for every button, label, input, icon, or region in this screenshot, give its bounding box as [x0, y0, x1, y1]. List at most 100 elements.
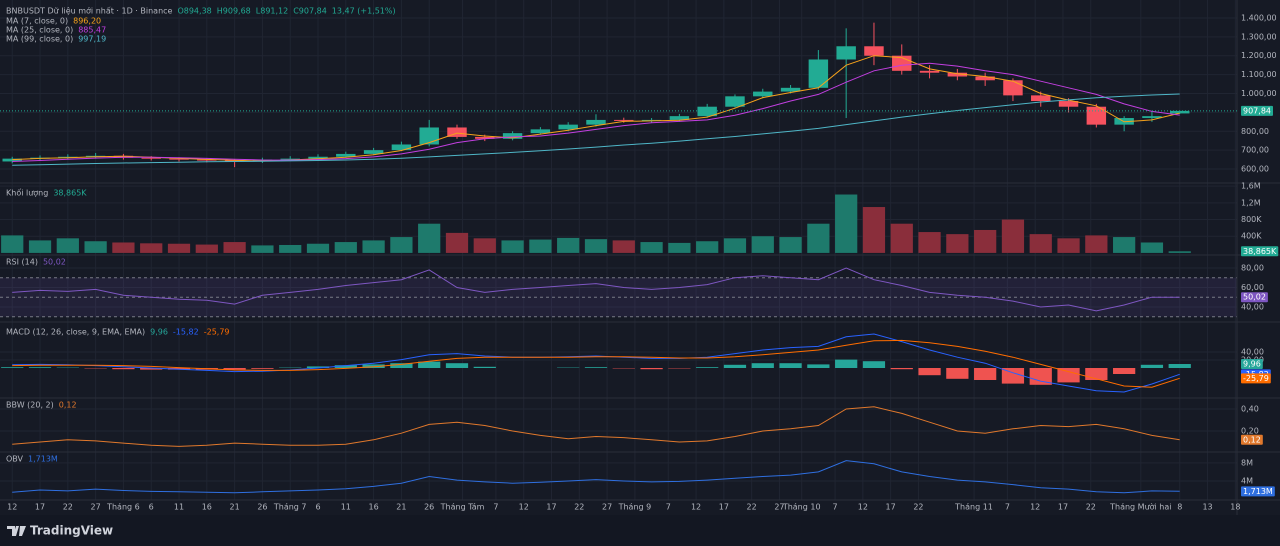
- current-value-label: 38,865K: [1243, 247, 1277, 256]
- histogram-bar: [112, 368, 135, 370]
- current-value-label: 50,02: [1243, 293, 1266, 302]
- y-tick-label: 8M: [1241, 458, 1253, 467]
- volume-bar: [84, 241, 107, 253]
- candle-body: [669, 116, 690, 120]
- legend-value: 9,96: [150, 328, 168, 337]
- histogram-bar: [362, 364, 385, 368]
- candle-body: [1142, 116, 1162, 119]
- x-tick-label: 6: [315, 503, 320, 512]
- volume-bar: [1001, 219, 1025, 253]
- volume-bar: [167, 243, 191, 253]
- volume-bar: [445, 232, 469, 253]
- candle-body: [614, 119, 634, 121]
- y-tick-label: 40,00: [1241, 348, 1264, 357]
- ohlc-value: H909,68: [217, 7, 251, 16]
- volume-bar: [723, 238, 747, 253]
- legend-value: 997,19: [78, 35, 106, 44]
- y-tick-label: 1.300,00: [1241, 32, 1277, 41]
- y-tick-label: 60,00: [1241, 283, 1264, 292]
- volume-bar: [390, 237, 413, 253]
- indicator-line: [12, 267, 1180, 312]
- histogram-bar: [306, 366, 330, 368]
- volume-bar: [696, 241, 719, 253]
- volume-bar: [1029, 234, 1052, 253]
- y-tick-label: 1.400,00: [1241, 13, 1277, 22]
- histogram-bar: [28, 367, 52, 368]
- candle-body: [836, 46, 856, 60]
- x-tick-label: 7: [493, 503, 498, 512]
- current-value-box: [1241, 292, 1268, 303]
- histogram-bar: [751, 363, 774, 368]
- x-tick-label: 12: [1030, 503, 1040, 512]
- candle-body: [363, 150, 384, 154]
- candle-body: [141, 157, 161, 159]
- x-tick-label: 17: [719, 503, 729, 512]
- volume-bar: [529, 239, 552, 253]
- x-tick-label: 12: [519, 503, 529, 512]
- indicator-line: [12, 406, 1180, 447]
- candle-body: [113, 155, 134, 158]
- ohlc-value: C907,84: [293, 7, 327, 16]
- y-tick-label: 1.000,00: [1241, 89, 1277, 98]
- legend-name: OBV: [6, 455, 24, 464]
- histogram-bar: [251, 368, 274, 369]
- histogram-bar: [640, 368, 663, 370]
- legend-value: -15,82: [173, 328, 199, 337]
- volume-bar: [668, 242, 691, 253]
- histogram-bar: [723, 364, 747, 368]
- x-tick-label: Tháng 9: [618, 503, 652, 512]
- histogram-bar: [223, 368, 246, 370]
- current-value-box: [1241, 434, 1263, 445]
- x-tick-label: 7: [1005, 503, 1010, 512]
- candle-body: [947, 72, 968, 77]
- histogram-bar: [418, 361, 441, 368]
- x-tick-label: 17: [1058, 503, 1068, 512]
- x-tick-label: 13: [1202, 503, 1212, 512]
- x-tick-label: 6: [149, 503, 154, 512]
- volume-bar: [1057, 238, 1080, 253]
- x-tick-label: 21: [230, 503, 240, 512]
- logo-icon: [7, 526, 26, 536]
- x-tick-label: 11: [341, 503, 351, 512]
- indicator-line: [12, 339, 1180, 388]
- legend-name: MA (7, close, 0): [6, 17, 68, 26]
- candle-body: [725, 96, 745, 107]
- moving-average-line: [12, 93, 1180, 166]
- histogram-bar: [696, 367, 719, 368]
- candle-body: [975, 76, 995, 81]
- logo: TradingView: [7, 524, 113, 538]
- brand: TradingView: [30, 524, 113, 538]
- histogram-bar: [1029, 368, 1052, 385]
- histogram-bar: [890, 368, 913, 370]
- symbol-title: BNBUSDT Dữ liệu mới nhất · 1D · Binance: [6, 6, 173, 16]
- candle-body: [1003, 80, 1023, 96]
- y-tick-label: 4M: [1241, 476, 1253, 485]
- moving-average-line: [12, 62, 1180, 162]
- volume-bar: [807, 223, 830, 253]
- histogram-bar: [584, 367, 608, 368]
- y-tick-label: 40,00: [1241, 302, 1264, 311]
- current-value-label: 9,96: [1243, 360, 1261, 369]
- current-value-box: [1241, 373, 1271, 384]
- candle-body: [780, 87, 801, 92]
- histogram-bar: [390, 363, 413, 368]
- volume-bar: [223, 242, 246, 253]
- candle-body: [1170, 110, 1190, 114]
- moving-average-line: [12, 55, 1180, 162]
- volume-bar: [56, 238, 79, 253]
- volume-bar: [140, 243, 163, 253]
- volume-bar: [501, 240, 524, 253]
- candle-body: [197, 159, 217, 161]
- volume-bar: [974, 229, 997, 253]
- legend-name: RSI (14): [6, 258, 38, 267]
- legend-value: 885,47: [78, 26, 106, 35]
- volume-bar: [1113, 237, 1136, 253]
- x-tick-label: 12: [858, 503, 868, 512]
- volume-bar: [473, 238, 496, 253]
- candle-body: [530, 129, 551, 134]
- x-tick-label: Tháng 11: [954, 503, 993, 512]
- x-tick-label: Tháng 6: [106, 503, 140, 512]
- histogram-bar: [473, 366, 496, 368]
